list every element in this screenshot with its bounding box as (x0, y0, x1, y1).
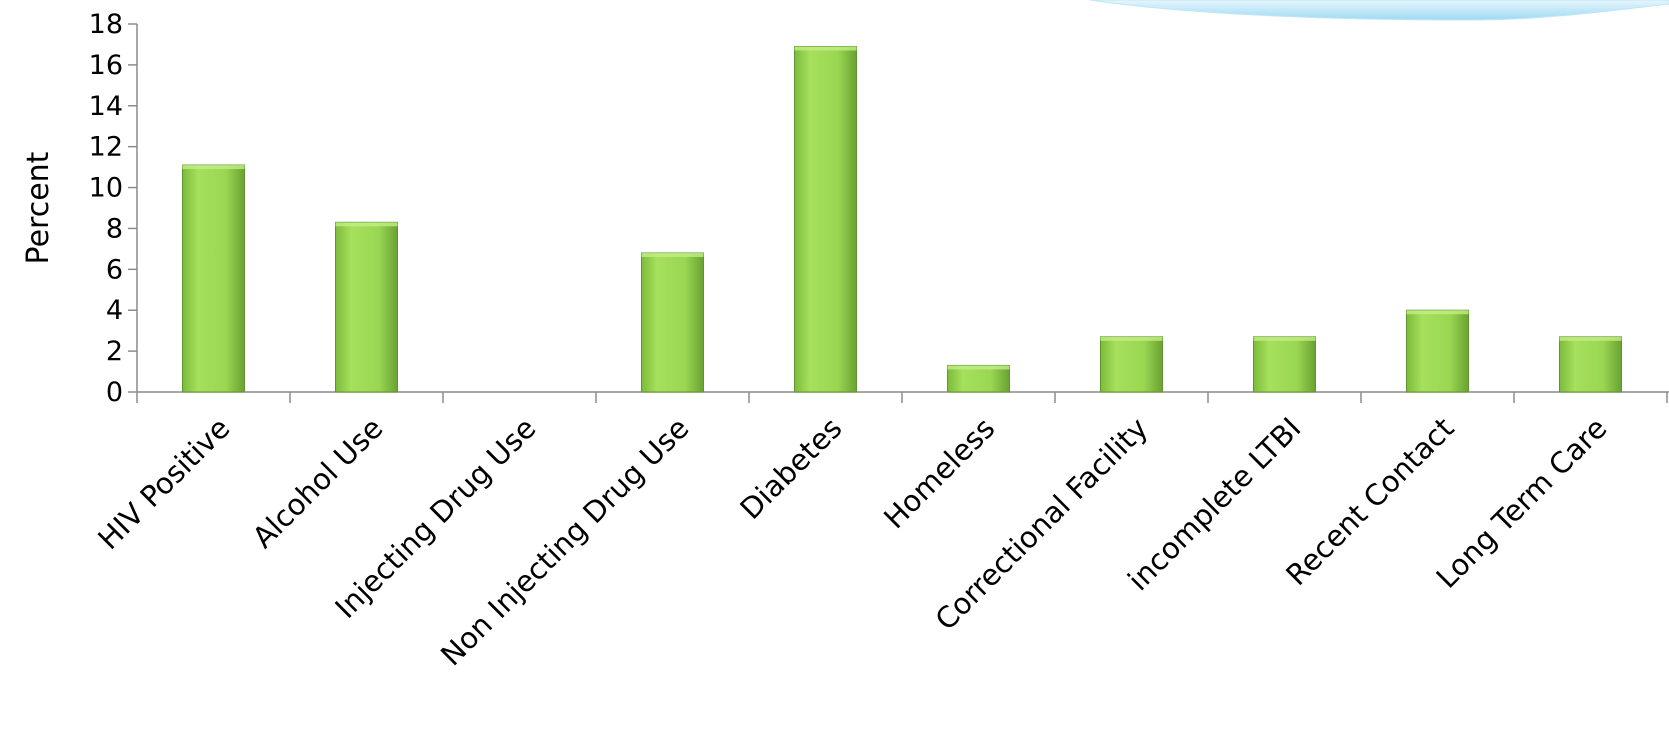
y-tick-label: 10 (89, 173, 123, 204)
y-tick-label: 6 (106, 254, 123, 285)
y-tick-label: 16 (89, 50, 123, 81)
bar (641, 252, 704, 393)
y-axis-title: Percent (21, 151, 56, 264)
category-label: Non Injecting Drug Use (434, 411, 695, 672)
bar (182, 164, 245, 393)
bar (947, 364, 1010, 393)
category-label: Long Term Care (1430, 411, 1614, 595)
y-tick-label: 8 (106, 213, 123, 244)
category-label: HIV Positive (91, 411, 236, 556)
bar (1559, 336, 1622, 393)
y-tick-label: 2 (106, 336, 123, 367)
y-tick-label: 4 (106, 295, 123, 326)
corner-swoosh-decoration (1089, 0, 1669, 21)
y-axis: 0 2 4 6 8 10 12 14 16 18 (89, 9, 138, 408)
bar (1100, 336, 1163, 393)
category-label: Homeless (877, 411, 1001, 535)
y-tick-label: 18 (89, 9, 123, 40)
y-tick-label: 0 (106, 377, 123, 408)
y-tick-label: 14 (89, 91, 123, 122)
bar (1253, 336, 1316, 393)
bar-series (182, 45, 1622, 393)
bar (794, 45, 857, 393)
bar (1406, 309, 1469, 393)
y-tick-label: 12 (89, 132, 123, 163)
category-label: Alcohol Use (246, 411, 390, 555)
category-label: Diabetes (733, 411, 848, 526)
bar (335, 221, 398, 393)
x-axis (136, 391, 1669, 403)
category-label: Recent Contact (1279, 411, 1460, 592)
